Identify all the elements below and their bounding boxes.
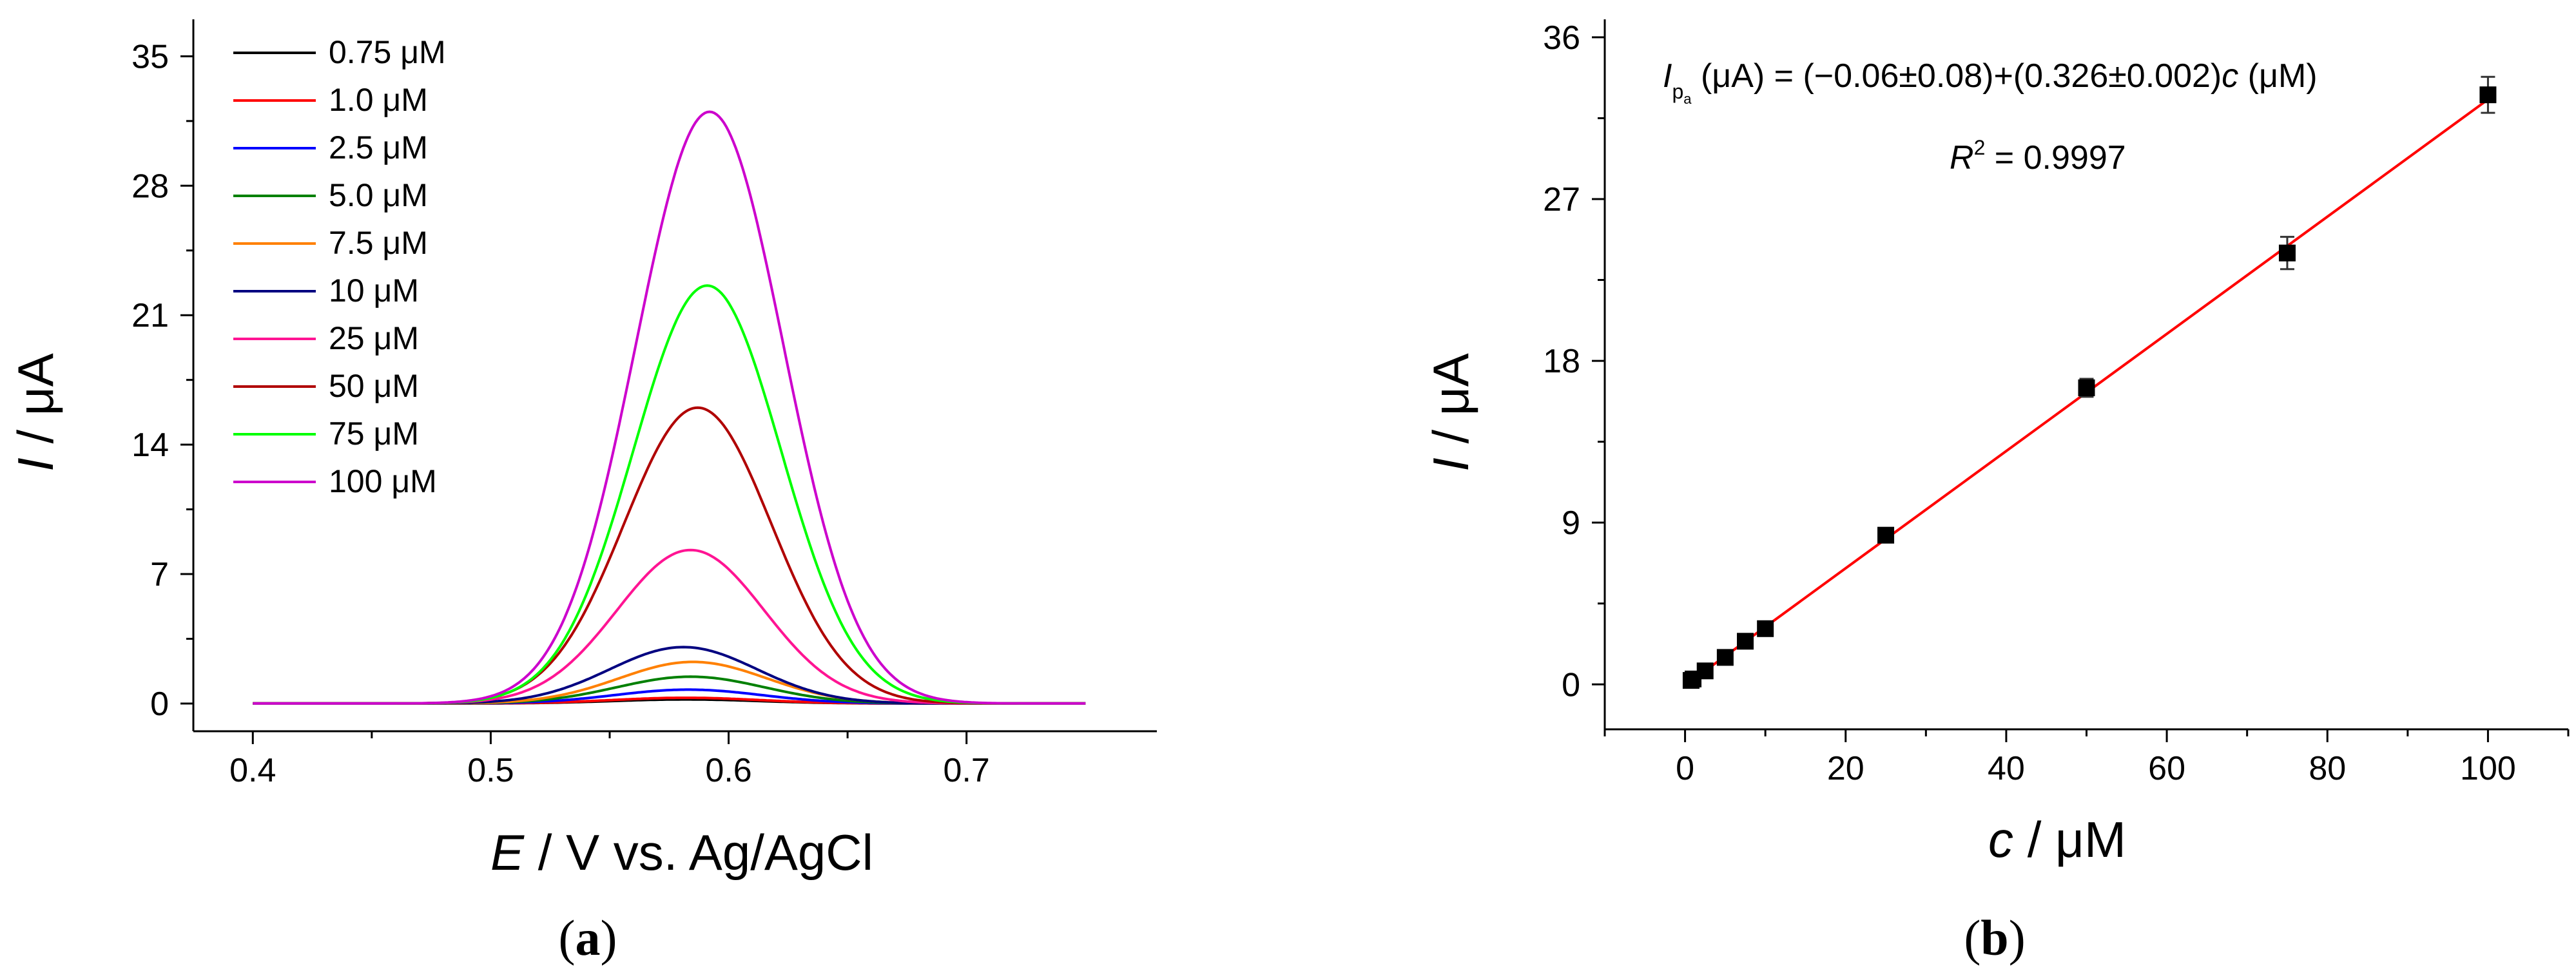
chart-a-series-line xyxy=(253,110,1086,705)
data-point xyxy=(2479,86,2497,104)
chart-a-legend-label: 0.75 μM xyxy=(329,34,446,70)
panel-a-label: (a) xyxy=(559,910,617,966)
data-point xyxy=(1716,649,1734,666)
chart-a-legend-label: 1.0 μM xyxy=(329,82,428,118)
chart-b-ticks: 0 20 40 60 80 100 0 9 18 27 36 xyxy=(1543,19,2570,787)
chart-a-legend-label: 7.5 μM xyxy=(329,225,428,261)
chart-b-xtick-label: 20 xyxy=(1827,750,1864,787)
chart-a-ylabel: I / μA xyxy=(7,353,64,472)
chart-b-ytick-label: 0 xyxy=(1562,666,1580,704)
chart-a-legend-label: 25 μM xyxy=(329,320,419,356)
chart-b-ylabel: I / μA xyxy=(1422,353,1479,472)
chart-b-ytick-label: 18 xyxy=(1543,343,1580,380)
chart-a-legend-label: 100 μM xyxy=(329,463,437,499)
panel-b-label: (b) xyxy=(1964,910,2025,966)
chart-a-ytick-label: 14 xyxy=(131,427,169,464)
chart-b-xlabel: c / μM xyxy=(1988,811,2126,868)
chart-b-ytick-label: 9 xyxy=(1562,504,1580,542)
chart-b-xtick-label: 80 xyxy=(2309,750,2346,787)
chart-a-axes xyxy=(192,19,1157,733)
chart-a-ytick-label: 35 xyxy=(131,38,169,75)
chart-b-ytick-label: 27 xyxy=(1543,181,1580,218)
chart-a-legend-label: 50 μM xyxy=(329,368,419,404)
chart-a-legend-label: 10 μM xyxy=(329,273,419,309)
data-point xyxy=(2078,379,2095,396)
chart-a-legend-label: 75 μM xyxy=(329,416,419,452)
chart-a-xlabel: E / V vs. Ag/AgCl xyxy=(490,824,873,881)
chart-a-ticks: 0.4 0.5 0.6 0.7 0 7 14 21 28 35 xyxy=(131,38,990,789)
chart-b-xtick-label: 100 xyxy=(2460,750,2516,787)
chart-a-xtick-label: 0.6 xyxy=(705,752,751,789)
chart-a-series-line xyxy=(253,548,1086,705)
chart-b-axes xyxy=(1603,19,2568,731)
data-point xyxy=(1696,662,1714,680)
chart-a-ytick-label: 21 xyxy=(131,297,169,334)
chart-a-xtick-label: 0.4 xyxy=(229,752,276,789)
data-point xyxy=(1757,620,1774,637)
chart-a-legend: 0.75 μM 1.0 μM 2.5 μM 5.0 μM 7.5 μM 10 μM 25 μ… xyxy=(233,34,446,499)
chart-a-legend-label: 2.5 μM xyxy=(329,129,428,166)
data-point xyxy=(2278,244,2296,262)
chart-a: 0.4 0.5 0.6 0.7 0 7 14 21 28 35 0.75 μM 1.0 μM 2.5 … xyxy=(7,19,1157,966)
chart-a-ytick-label: 28 xyxy=(131,168,169,205)
chart-b: 0 20 40 60 80 100 0 9 18 27 36 Ipa (μA) = (−0.06±0… xyxy=(1422,19,2570,966)
chart-a-series-line xyxy=(253,646,1086,705)
r-squared: R2 = 0.9997 xyxy=(1950,136,2126,177)
chart-b-ytick-label: 36 xyxy=(1543,19,1580,57)
chart-a-xtick-label: 0.5 xyxy=(467,752,514,789)
data-point xyxy=(1877,526,1895,544)
chart-a-ytick-label: 7 xyxy=(150,556,169,593)
chart-b-xtick-label: 40 xyxy=(1988,750,2025,787)
chart-a-ytick-label: 0 xyxy=(150,686,169,723)
chart-b-xtick-label: 0 xyxy=(1676,750,1694,787)
fit-equation: Ipa (μA) = (−0.06±0.08)+(0.326±0.002)c (… xyxy=(1663,57,2318,107)
chart-b-points xyxy=(1682,75,2497,689)
chart-a-curves xyxy=(253,110,1086,705)
chart-a-legend-label: 5.0 μM xyxy=(329,177,428,213)
chart-b-xtick-label: 60 xyxy=(2148,750,2185,787)
data-point xyxy=(1737,633,1754,650)
chart-a-xtick-label: 0.7 xyxy=(944,752,990,789)
